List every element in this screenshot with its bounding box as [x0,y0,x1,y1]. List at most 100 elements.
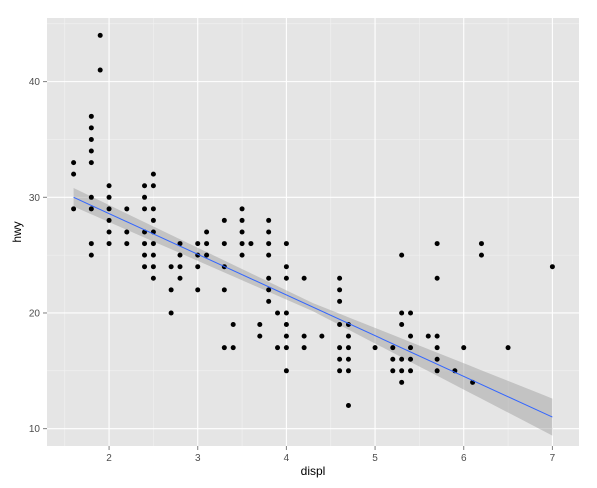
confidence-band [73,188,553,436]
data-point [106,206,112,212]
x-tick-label: 6 [461,453,467,464]
data-point [106,183,112,189]
regression-line [73,196,553,418]
data-point [399,356,405,362]
data-point [434,368,440,374]
data-point [301,345,307,351]
data-point [195,287,201,293]
data-point [434,241,440,247]
y-axis-title: hwy [10,221,24,242]
data-point [337,298,343,304]
data-point [319,333,325,339]
data-point [204,229,210,235]
data-point [124,241,130,247]
data-point [150,264,156,270]
data-point [142,252,148,258]
data-point [150,183,156,189]
data-point [150,275,156,281]
data-point [150,171,156,177]
data-point [266,252,272,258]
data-point [390,356,396,362]
data-point [266,241,272,247]
data-point [230,345,236,351]
data-point [337,356,343,362]
data-point [150,217,156,223]
data-point [88,125,94,131]
data-point [168,310,174,316]
data-point [266,287,272,293]
data-point [221,287,227,293]
data-point [372,345,378,351]
y-tick-label: 10 [29,424,41,435]
data-point [142,264,148,270]
data-point [168,287,174,293]
data-point [408,310,414,316]
data-point [106,217,112,223]
y-tick-label: 20 [29,308,41,319]
data-point [345,356,351,362]
data-point [124,229,130,235]
data-point [106,241,112,247]
data-point [88,252,94,258]
data-point [337,275,343,281]
data-point [257,322,263,328]
data-point [434,356,440,362]
data-point [283,241,289,247]
data-point [345,403,351,409]
data-point [150,241,156,247]
x-tick-label: 4 [284,453,290,464]
data-point [399,310,405,316]
data-point [408,333,414,339]
data-point [177,241,183,247]
data-point [390,345,396,351]
data-point [399,368,405,374]
data-point [283,333,289,339]
data-point [337,368,343,374]
data-point [257,333,263,339]
data-point [266,298,272,304]
data-point [408,368,414,374]
data-point [275,345,281,351]
data-point [399,252,405,258]
data-point [177,264,183,270]
data-point [71,206,77,212]
data-point [142,183,148,189]
data-point [71,171,77,177]
x-tick-label: 7 [550,453,556,464]
data-point [248,241,254,247]
data-point [478,241,484,247]
data-point [204,241,210,247]
data-point [434,333,440,339]
data-point [88,206,94,212]
data-point [345,333,351,339]
data-point [106,229,112,235]
data-point [88,194,94,200]
data-point [71,160,77,166]
y-axis-ticks: 10 20 30 40 [29,77,47,435]
data-point [150,206,156,212]
data-point [177,275,183,281]
data-point [266,229,272,235]
data-point [106,194,112,200]
data-point [345,345,351,351]
data-point [283,264,289,270]
data-point [399,322,405,328]
data-point [461,345,467,351]
data-point [239,241,245,247]
data-point [88,113,94,119]
data-point [88,160,94,166]
data-point [177,252,183,258]
data-point [337,287,343,293]
data-point [97,32,103,38]
data-point [549,264,555,270]
data-point [301,333,307,339]
data-point [195,264,201,270]
x-axis-title: displ [301,464,326,478]
data-point [230,322,236,328]
data-point [195,241,201,247]
data-point [408,356,414,362]
data-point [390,368,396,374]
data-point [142,194,148,200]
data-point [434,275,440,281]
data-point [88,241,94,247]
